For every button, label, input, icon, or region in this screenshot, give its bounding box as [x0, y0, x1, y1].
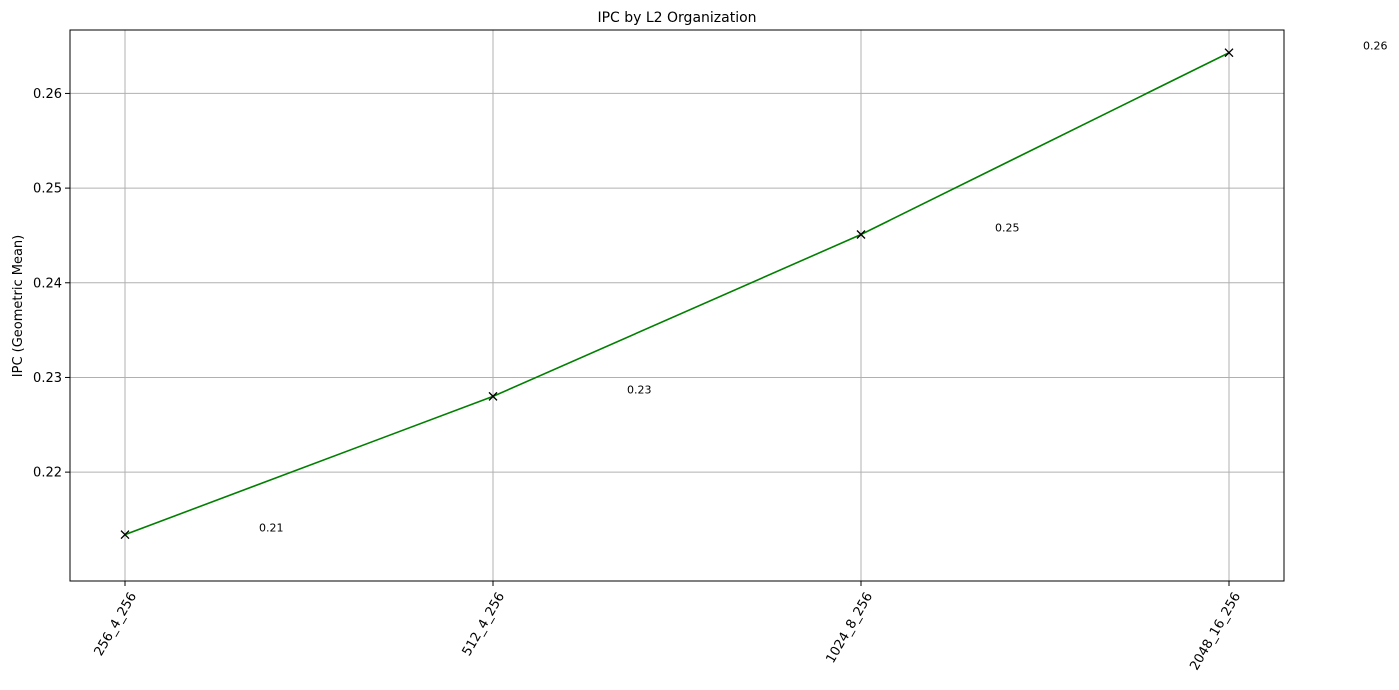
- plot-frame: [69, 29, 1285, 582]
- data-label: 0.25: [995, 221, 1020, 234]
- y-axis-label: IPC (Geometric Mean): [11, 235, 26, 377]
- y-tick-label: 0.22: [33, 466, 62, 481]
- data-label: 0.23: [627, 383, 652, 396]
- data-label: 0.26: [1363, 40, 1388, 53]
- marker-stroke: [488, 391, 498, 401]
- y-tick-label: 0.23: [33, 371, 62, 386]
- markers-layer: [120, 48, 1234, 540]
- marker-stroke: [120, 530, 130, 540]
- data-point-marker: [488, 391, 498, 401]
- data-point-marker: [1224, 48, 1234, 58]
- y-axis: 0.22 0.23 0.24 0.25 0.26: [33, 87, 70, 481]
- y-tick-label: 0.25: [33, 182, 62, 197]
- grid: [70, 30, 1284, 581]
- y-tick-label: 0.26: [33, 87, 62, 102]
- y-tick-label: 0.24: [33, 276, 62, 291]
- data-point-marker: [120, 530, 130, 540]
- series-layer: [124, 52, 1230, 536]
- marker-stroke: [1224, 48, 1234, 58]
- series-line: [124, 52, 1230, 536]
- data-label: 0.21: [259, 522, 284, 535]
- data-labels-layer: 0.21 0.23 0.25 0.26: [259, 40, 1388, 535]
- data-point-marker: [856, 230, 866, 239]
- marker-stroke: [856, 230, 866, 239]
- chart-title: IPC by L2 Organization: [597, 10, 756, 26]
